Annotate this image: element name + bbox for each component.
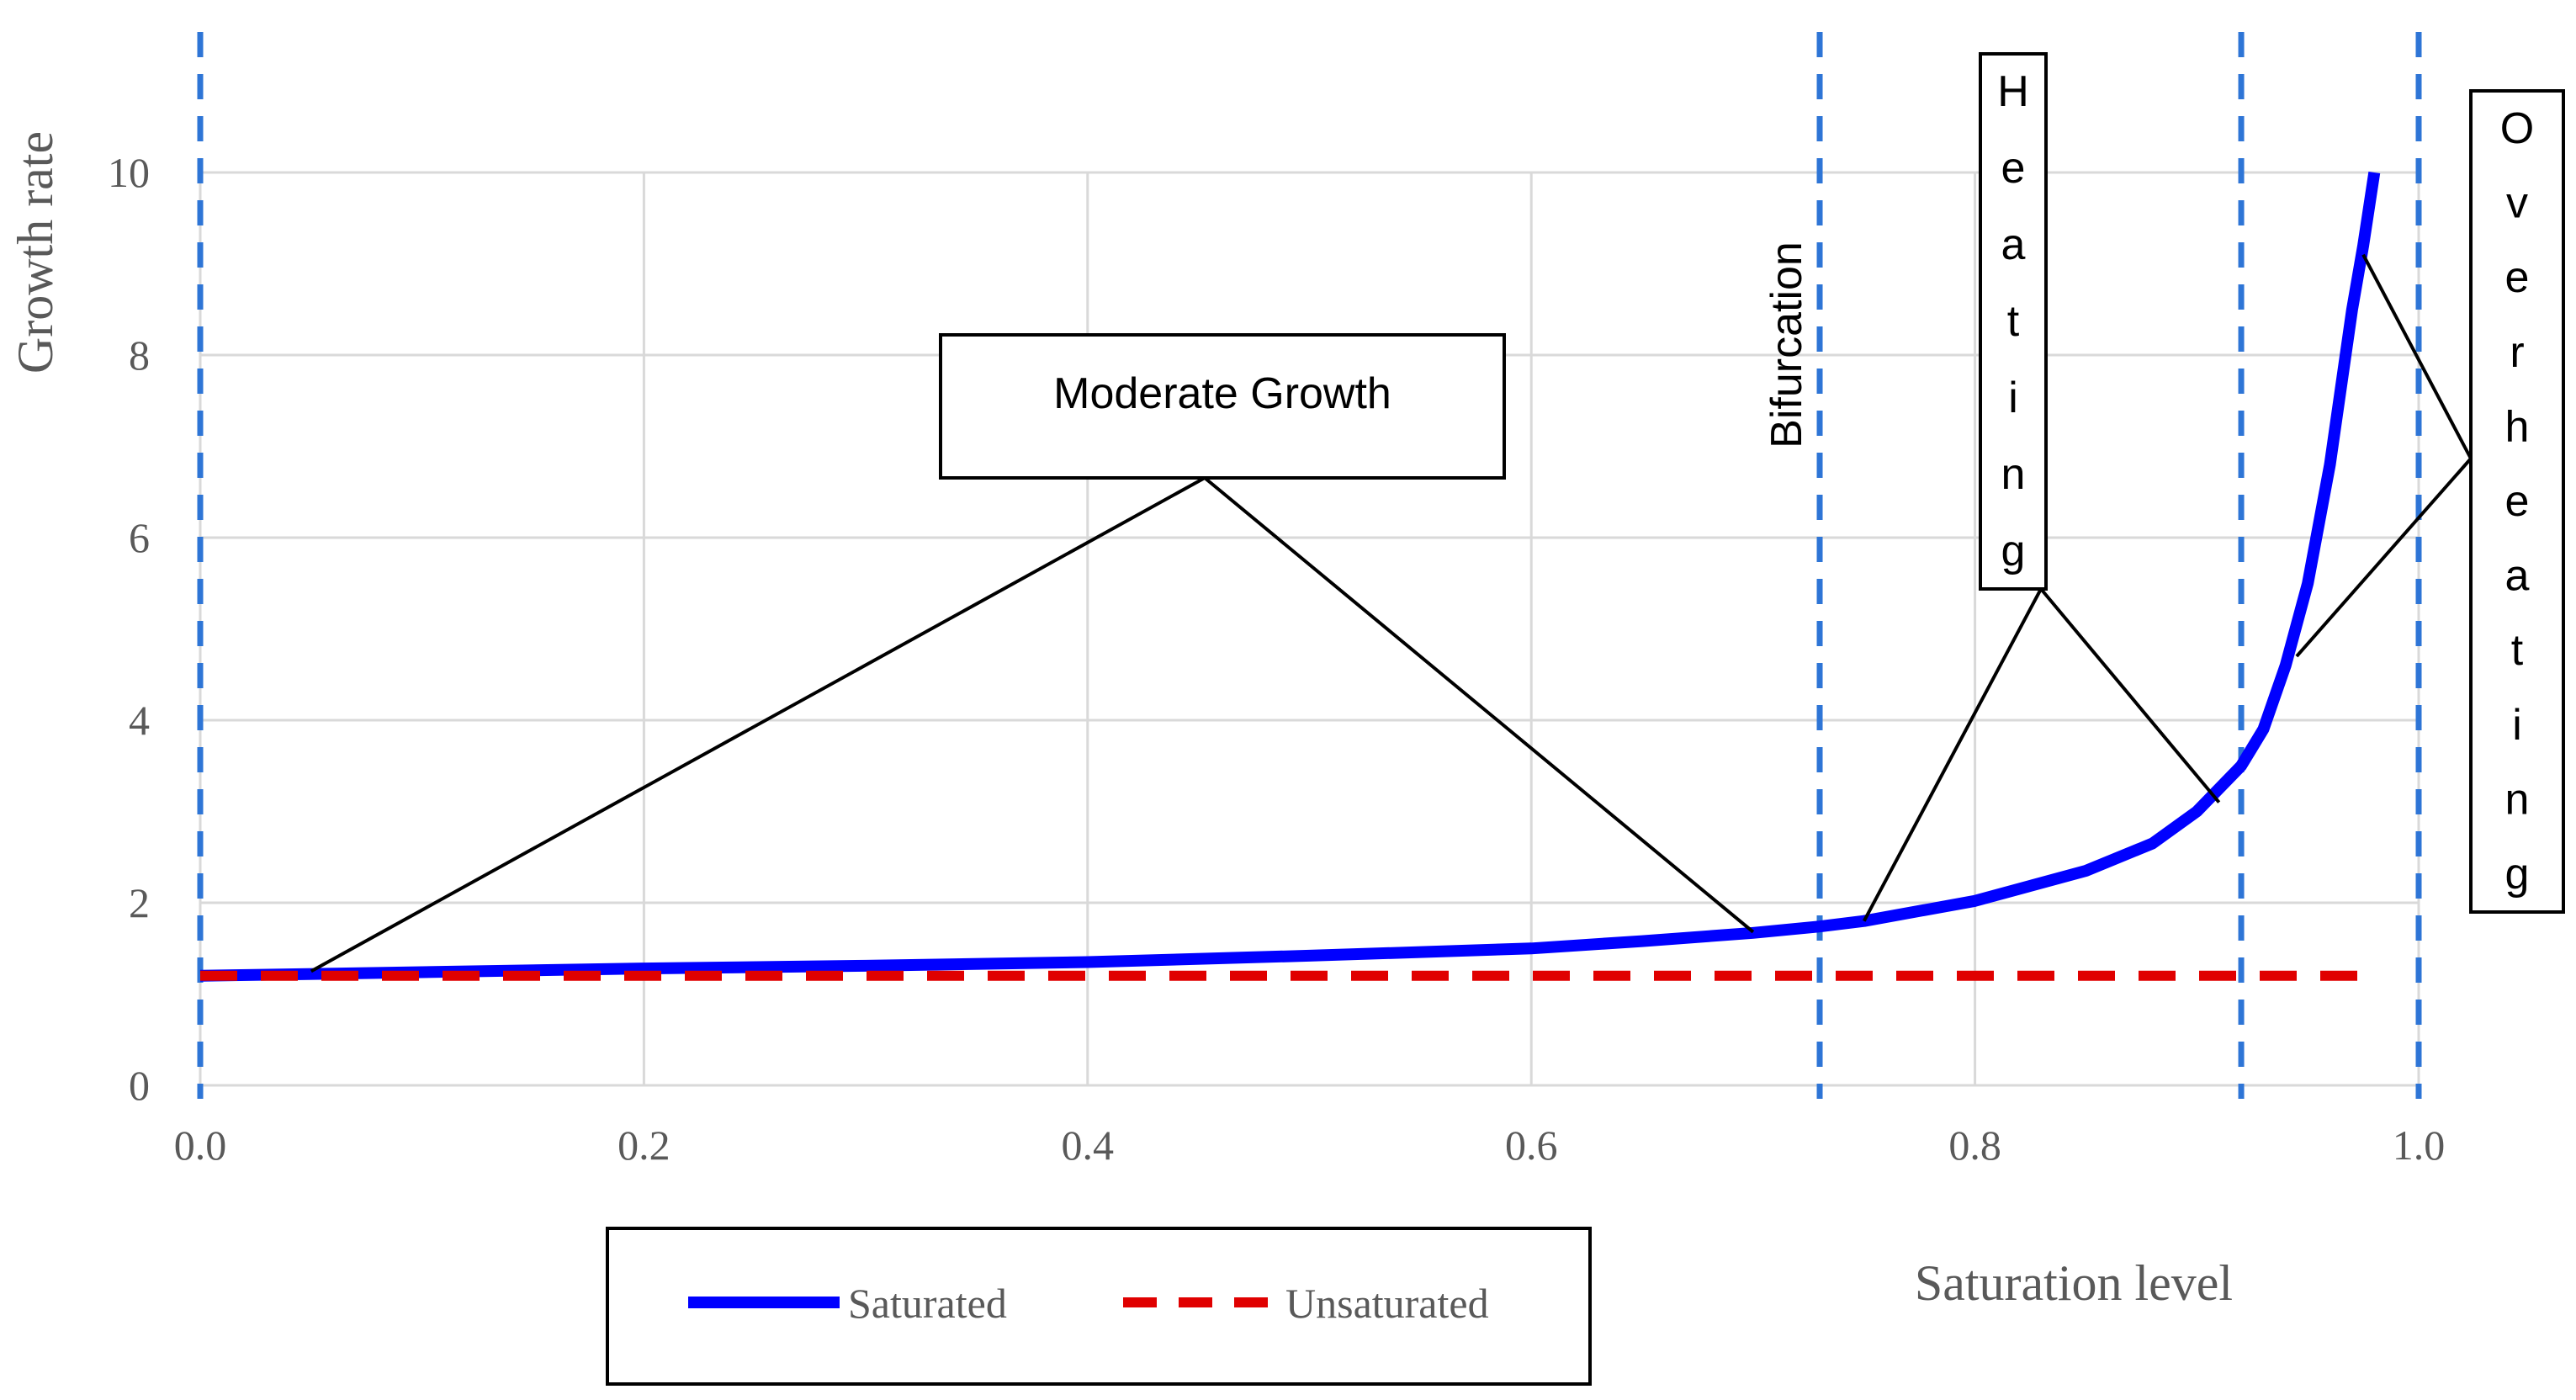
leader-line: [1203, 476, 1755, 934]
phase-boundary-label: Bifurcation: [1762, 241, 1811, 448]
y-tick-label: 8: [129, 331, 150, 379]
legend-label-saturated: Saturated: [848, 1280, 1007, 1327]
leader-line: [2039, 587, 2221, 803]
leader-line: [2361, 253, 2473, 459]
leader-line: [2295, 457, 2473, 658]
y-tick-label: 2: [129, 879, 150, 926]
series-line-saturated: [199, 171, 2381, 982]
callout-box: [2469, 89, 2565, 914]
callouts: Moderate Growth H e a t i n g O v e r h e a t i n g: [310, 52, 2565, 973]
legend-label-unsaturated: Unsaturated: [1285, 1280, 1489, 1327]
x-tick-label: 0.6: [1505, 1122, 1558, 1169]
callout-text: Moderate Growth: [1053, 369, 1391, 418]
x-tick-label: 0.8: [1948, 1122, 2001, 1169]
callout-box: [939, 333, 1506, 480]
x-tick-label: 0.4: [1062, 1122, 1115, 1169]
grid: [199, 171, 2420, 1087]
x-tick-label: 0.2: [617, 1122, 671, 1169]
y-axis-title: Growth rate: [8, 131, 63, 374]
y-tick-label: 10: [108, 149, 150, 196]
x-axis-title: Saturation level: [1915, 1255, 2233, 1311]
y-tick-label: 6: [129, 514, 150, 561]
x-tick-label: 0.0: [174, 1122, 227, 1169]
leader-line: [310, 476, 1206, 973]
callout-box: [1979, 52, 2048, 591]
tick-labels: 0.0 0.2 0.4 0.6 0.8 1.0 0 2 4 6 8 10: [108, 149, 2445, 1169]
y-tick-label: 0: [129, 1062, 150, 1109]
x-tick-label: 1.0: [2393, 1122, 2446, 1169]
y-tick-label: 4: [129, 697, 150, 744]
leader-line: [1862, 588, 2043, 922]
series-group: [199, 171, 2381, 982]
legend: Saturated Unsaturated: [606, 1227, 1592, 1386]
